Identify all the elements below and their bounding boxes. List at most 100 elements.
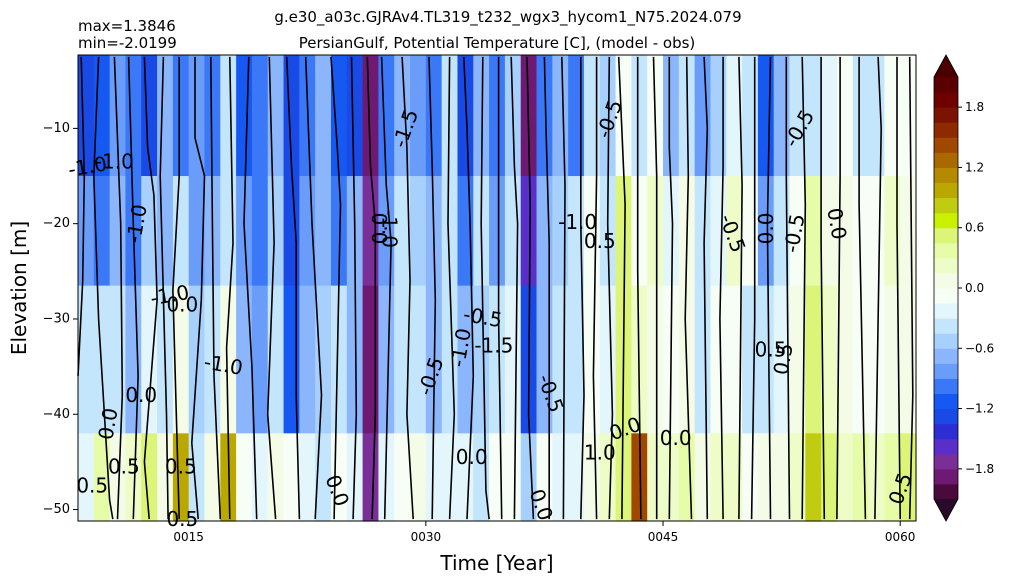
- heatmap-cell: [726, 176, 743, 287]
- heatmap-cell: [394, 176, 411, 287]
- contour-line: [497, 56, 503, 520]
- heatmap-cell: [441, 55, 459, 177]
- contour-line: [428, 56, 437, 520]
- contour-line: [77, 56, 86, 377]
- heatmap-cell: [299, 176, 316, 287]
- heatmap-cell: [884, 55, 901, 177]
- heatmap-cell: [315, 55, 332, 177]
- contour-line: [703, 56, 709, 520]
- heatmap-cell: [125, 285, 142, 434]
- heatmap-cell: [109, 176, 127, 287]
- heatmap-cell: [157, 176, 174, 287]
- contour-line: [874, 56, 883, 520]
- heatmap-cell: [188, 55, 206, 177]
- heatmap-cell: [315, 176, 332, 287]
- contour-label: 0.5: [108, 455, 140, 479]
- contour-line: [510, 56, 519, 520]
- contour-line: [330, 56, 342, 520]
- heatmap-cell: [93, 285, 111, 434]
- y-tick-label: −30: [43, 311, 70, 326]
- contour-label: 0.0: [456, 445, 488, 469]
- colorbar-segment: [934, 227, 958, 244]
- contour-line: [801, 56, 807, 520]
- x-tick-label: 0045: [648, 530, 679, 544]
- contour-label: 0.5: [165, 455, 197, 479]
- contour-line: [606, 56, 614, 520]
- heatmap-cell: [599, 285, 617, 434]
- colorbar-segment: [934, 242, 958, 259]
- heatmap-cell: [694, 176, 712, 287]
- heatmap-cell: [631, 176, 648, 287]
- heatmap-cell: [694, 433, 712, 522]
- heatmap-cell: [821, 285, 838, 434]
- contour-line: [820, 56, 826, 520]
- heatmap-cell: [900, 55, 917, 177]
- contour-line: [304, 56, 323, 520]
- heatmap-cell: [251, 285, 269, 434]
- heatmap-cell: [900, 285, 917, 434]
- heatmap-cell: [346, 285, 364, 434]
- heatmap-cell: [188, 176, 206, 287]
- contour-line: [366, 56, 377, 520]
- plot-frame: [77, 54, 917, 522]
- y-axis-label: Elevation [m]: [7, 221, 31, 355]
- heatmap-cell: [757, 433, 775, 522]
- contour-line: [617, 56, 626, 520]
- contour-label: -1.0: [558, 210, 597, 234]
- heatmap-cell: [204, 285, 221, 434]
- contour-label: 1.0: [584, 440, 616, 464]
- heatmap-cell: [757, 55, 775, 177]
- heatmap-cell: [663, 433, 680, 522]
- heatmap-cell: [710, 285, 727, 434]
- contour-line: [592, 56, 598, 520]
- colorbar-under-arrow: [934, 499, 958, 521]
- heatmap-cell: [141, 285, 158, 434]
- contour-line: [285, 56, 301, 520]
- contour-label: -1.0: [377, 209, 401, 248]
- heatmap-cell: [425, 55, 443, 177]
- contour-label: -1.5: [474, 334, 513, 358]
- heatmap-cell: [583, 285, 601, 434]
- heatmap-cell: [868, 176, 885, 287]
- contour-line: [243, 56, 258, 520]
- y-axis: −10 −20 −30 −40 −50: [43, 121, 78, 517]
- min-stat: min=-2.0199: [78, 34, 177, 52]
- heatmap-cell: [378, 285, 395, 434]
- heatmap-cell: [615, 176, 632, 287]
- heatmap-cell: [394, 433, 411, 522]
- colorbar-segment: [934, 333, 958, 349]
- contour-line: [190, 56, 206, 520]
- contour-label: 0.5: [76, 474, 108, 498]
- heatmap-cells: [78, 55, 917, 522]
- heatmap-cell: [710, 433, 727, 522]
- max-stat: max=1.3846: [78, 17, 176, 35]
- contour-line: [113, 56, 124, 520]
- chart-subtitle: PersianGulf, Potential Temperature [C], …: [299, 34, 696, 52]
- contour-label: 0.0: [166, 293, 198, 317]
- heatmap-cell: [742, 433, 759, 522]
- heatmap-cell: [157, 433, 174, 522]
- heatmap-cell: [236, 433, 253, 522]
- heatmap-cell: [220, 176, 237, 287]
- contour-line: [92, 56, 114, 520]
- heatmap-cell: [283, 433, 300, 522]
- heatmap-cell: [599, 433, 617, 522]
- colorbar-segment: [934, 483, 958, 500]
- heatmap-cell: [852, 433, 870, 522]
- contour-label: 0.5: [166, 507, 198, 531]
- heatmap-cell: [742, 55, 759, 177]
- colorbar-segment: [934, 107, 958, 123]
- heatmap-cell: [552, 55, 569, 177]
- contour-line: [543, 56, 550, 520]
- colorbar-segment: [934, 348, 958, 364]
- contour-line: [526, 56, 535, 520]
- colorbar-tick-label: 0.6: [965, 221, 984, 235]
- colorbar-segment: [934, 468, 958, 485]
- contour-line: [896, 56, 901, 520]
- heatmap-cell: [805, 433, 822, 522]
- heatmap-cell: [157, 55, 174, 177]
- colorbar-segment: [934, 363, 958, 379]
- y-tick-label: −40: [43, 407, 70, 422]
- y-tick-label: −50: [43, 502, 70, 517]
- contour-label: 0.0: [368, 213, 392, 245]
